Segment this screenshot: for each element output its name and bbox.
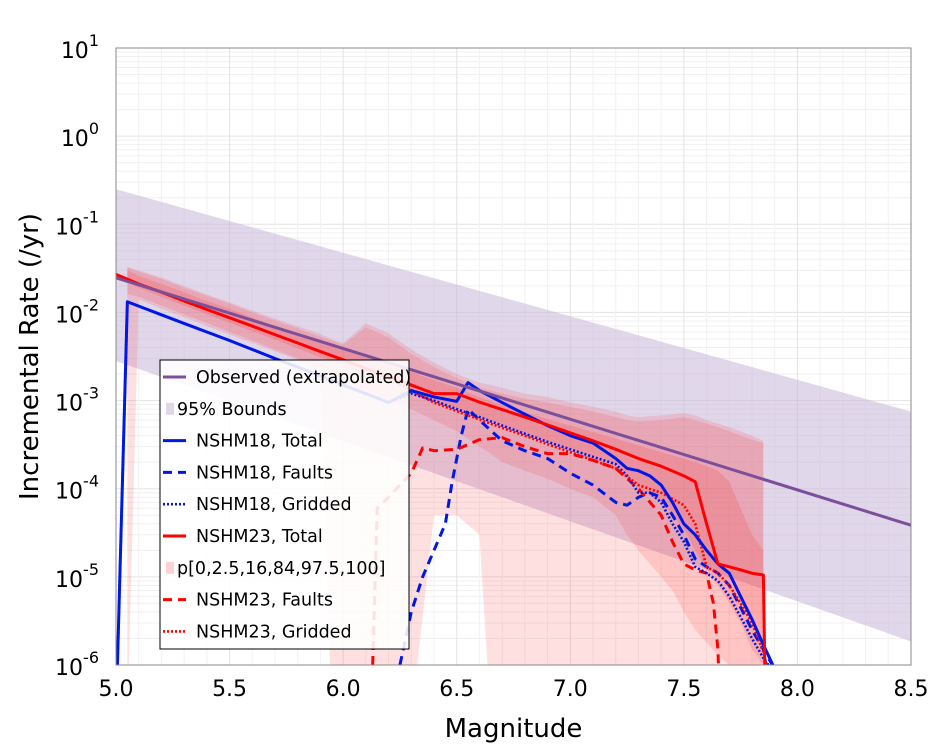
series-nshm18-total <box>116 300 775 665</box>
y-tick-label: 10-2 <box>55 295 99 328</box>
fractile-band-p0-p100 <box>127 266 764 665</box>
legend: Observed (extrapolated) 95% Bounds NSHM18,… <box>159 359 411 650</box>
y-tick-label: 10-5 <box>55 560 99 593</box>
axis-ticks: 5.0 5.5 6.0 6.5 7.0 7.5 8.0 8.5 10-6 10-5 10-4 10-3… <box>55 31 928 702</box>
legend-label: p[0,2.5,16,84,97.5,100] <box>177 559 385 579</box>
x-axis-title: Magnitude <box>445 714 583 744</box>
series-nshm23-total <box>116 273 767 665</box>
x-tick-label: 8.5 <box>894 677 929 702</box>
legend-box <box>159 359 410 650</box>
legend-label: NSHM18, Faults <box>196 463 333 483</box>
legend-swatch <box>166 561 174 574</box>
y-axis-title: Incremental Rate (/yr) <box>15 213 45 500</box>
plot-frame <box>115 47 912 666</box>
x-tick-label: 8.0 <box>780 677 815 702</box>
y-tick-label: 10-6 <box>55 648 99 681</box>
legend-label: NSHM23, Faults <box>196 591 333 611</box>
legend-label: Observed (extrapolated) <box>196 368 411 388</box>
x-tick-label: 7.0 <box>553 677 588 702</box>
legend-label: 95% Bounds <box>177 400 287 420</box>
plot-area <box>116 189 911 665</box>
fractile-band-p2.5-p97.5 <box>127 267 764 665</box>
legend-swatch <box>166 402 174 415</box>
x-tick-label: 6.5 <box>439 677 474 702</box>
y-tick-label: 10-4 <box>55 472 99 505</box>
legend-label: NSHM18, Gridded <box>196 495 352 515</box>
x-tick-label: 5.5 <box>212 677 247 702</box>
x-tick-label: 6.0 <box>326 677 361 702</box>
y-tick-label: 10-3 <box>55 384 99 417</box>
y-tick-label: 100 <box>61 119 99 152</box>
fractile-band-p16-p84 <box>127 270 764 665</box>
legend-label: NSHM23, Total <box>196 527 323 547</box>
x-tick-label: 5.0 <box>99 677 134 702</box>
y-tick-label: 101 <box>61 31 99 64</box>
observed-95-bounds-band <box>116 189 911 642</box>
legend-label: NSHM23, Gridded <box>196 622 352 642</box>
y-tick-label: 10-1 <box>55 207 99 240</box>
legend-label: NSHM18, Total <box>196 432 323 452</box>
series-observed-extrapolated <box>116 276 911 527</box>
series-nshm18-faults <box>398 407 775 665</box>
x-tick-label: 7.5 <box>666 677 701 702</box>
